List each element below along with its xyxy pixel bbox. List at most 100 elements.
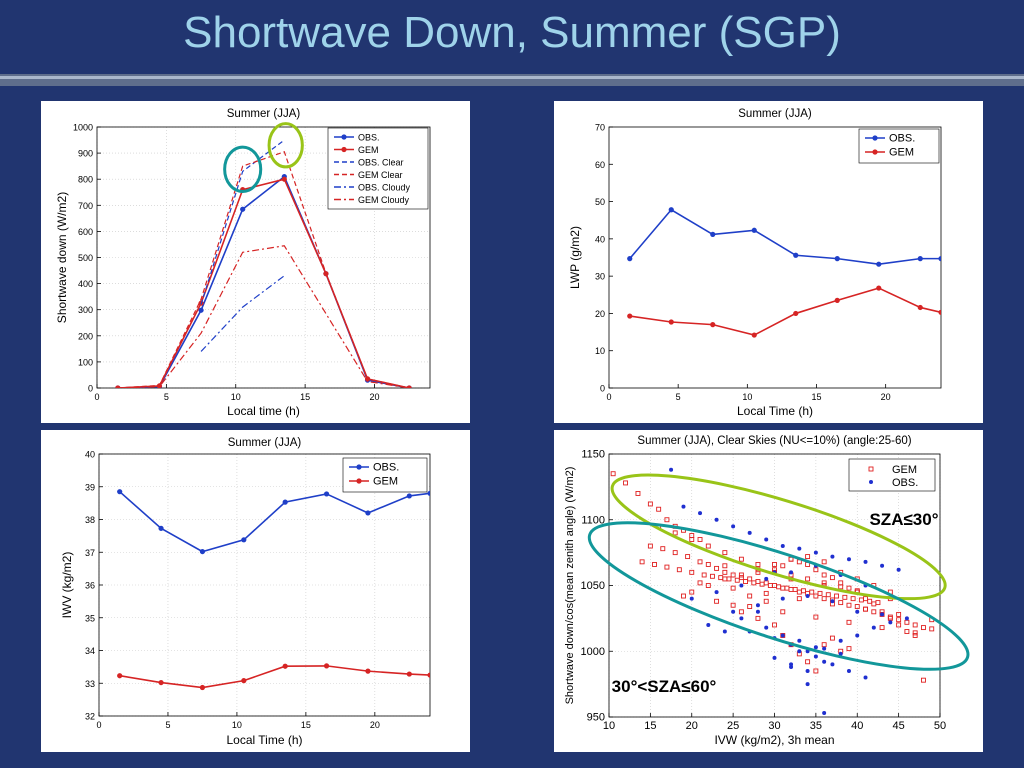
data-point-gem (676, 567, 682, 573)
data-point (240, 206, 246, 212)
data-point-gem (875, 600, 881, 606)
data-point-gem (863, 606, 868, 612)
y-tick-label: 38 (85, 515, 95, 525)
y-tick-label: 950 (587, 712, 605, 724)
data-point-obs (805, 668, 810, 673)
data-point-obs (846, 557, 851, 562)
x-tick-label: 20 (686, 720, 698, 732)
data-point-gem (921, 677, 926, 683)
data-point (199, 684, 206, 691)
data-point-obs (797, 546, 802, 551)
data-point-gem (743, 579, 748, 585)
data-point-gem (887, 614, 893, 620)
y-tick-label: 500 (78, 253, 93, 263)
data-point-obs (830, 662, 835, 667)
data-point-gem (656, 506, 662, 512)
data-point-gem (738, 575, 744, 581)
y-tick-label: 35 (85, 613, 95, 623)
data-point (365, 510, 371, 516)
legend-box (858, 128, 940, 164)
legend-label: OBS. (358, 133, 380, 143)
legend-label: OBS. (892, 477, 918, 489)
legend-marker (872, 135, 878, 141)
legend-label: GEM (373, 476, 398, 488)
data-point (281, 176, 287, 182)
data-point-obs (863, 559, 868, 564)
data-point-gem (838, 600, 844, 606)
data-point-gem (738, 572, 744, 578)
x-tick-label: 5 (165, 720, 170, 730)
data-point-gem (734, 577, 740, 583)
series-line (119, 491, 430, 553)
chart-title: Summer (JJA) (738, 108, 812, 120)
data-point-gem (829, 635, 835, 641)
x-axis-label: Local Time (h) (226, 733, 302, 747)
data-point-obs (764, 537, 769, 542)
y-tick-label: 20 (595, 309, 605, 319)
data-point (427, 672, 430, 678)
data-point-gem (681, 593, 686, 599)
data-point-gem (863, 596, 868, 602)
legend-label: GEM (358, 145, 379, 155)
data-point-gem (912, 630, 918, 636)
data-point (668, 207, 674, 213)
data-point-obs (896, 567, 901, 572)
data-point-gem (805, 659, 811, 665)
x-tick-label: 40 (851, 720, 863, 732)
data-point-gem (821, 572, 827, 578)
y-tick-label: 400 (78, 279, 93, 289)
data-point-gem (904, 629, 910, 634)
data-point-obs (747, 530, 752, 535)
data-point-gem (821, 580, 827, 586)
data-point-gem (730, 572, 736, 578)
x-tick-label: 10 (742, 392, 752, 402)
highlight-ellipse (587, 521, 970, 671)
x-tick-label: 0 (94, 392, 99, 402)
legend-marker (869, 480, 873, 484)
data-point-gem (912, 633, 918, 638)
data-point (323, 663, 330, 669)
x-tick-label: 15 (301, 720, 311, 730)
data-point-gem (821, 596, 827, 602)
data-point-obs (805, 594, 810, 599)
y-tick-label: 50 (595, 197, 605, 207)
data-point-gem (759, 581, 765, 587)
data-point-obs (772, 655, 777, 660)
y-tick-label: 200 (78, 331, 93, 341)
data-point-obs (764, 576, 769, 581)
plot-area (627, 207, 941, 338)
data-point-gem (705, 583, 711, 588)
legend-label: OBS. (889, 133, 915, 145)
data-point (938, 309, 941, 315)
x-tick-label: 15 (644, 720, 656, 732)
y-tick-label: 37 (85, 548, 95, 558)
data-point (917, 256, 923, 262)
x-axis-label: IVW (kg/m2), 3h mean (714, 733, 834, 747)
data-point-obs (805, 682, 810, 687)
data-point-obs (714, 590, 719, 595)
data-point-obs (755, 609, 760, 614)
shortwave-chart-panel: 0 5 10 15 20 0 100 200 300 400 500 600 700 800 900 1000… (41, 101, 470, 423)
data-point-obs (830, 554, 835, 559)
data-point-gem (780, 609, 786, 615)
data-point-gem (660, 546, 666, 552)
chart-title: Summer (JJA), Clear Skies (NU<=10%) (ang… (637, 435, 911, 447)
data-point-gem (755, 562, 761, 567)
data-point-gem (697, 580, 703, 586)
data-point-gem (635, 491, 641, 496)
legend-label: GEM (889, 147, 914, 159)
data-point-obs (822, 711, 827, 716)
y-tick-label: 100 (78, 357, 93, 367)
data-point-gem (871, 601, 877, 607)
y-axis-label: Shortwave down (W/m2) (55, 192, 69, 323)
data-point-gem (867, 598, 873, 604)
data-point-gem (805, 576, 811, 582)
data-point-gem (780, 563, 786, 569)
data-point-gem (929, 626, 935, 632)
data-point (282, 663, 288, 669)
series-line (200, 275, 285, 352)
data-point (917, 304, 923, 311)
legend-marker (341, 134, 347, 140)
series-line (629, 287, 941, 336)
x-tick-label: 15 (811, 392, 821, 402)
